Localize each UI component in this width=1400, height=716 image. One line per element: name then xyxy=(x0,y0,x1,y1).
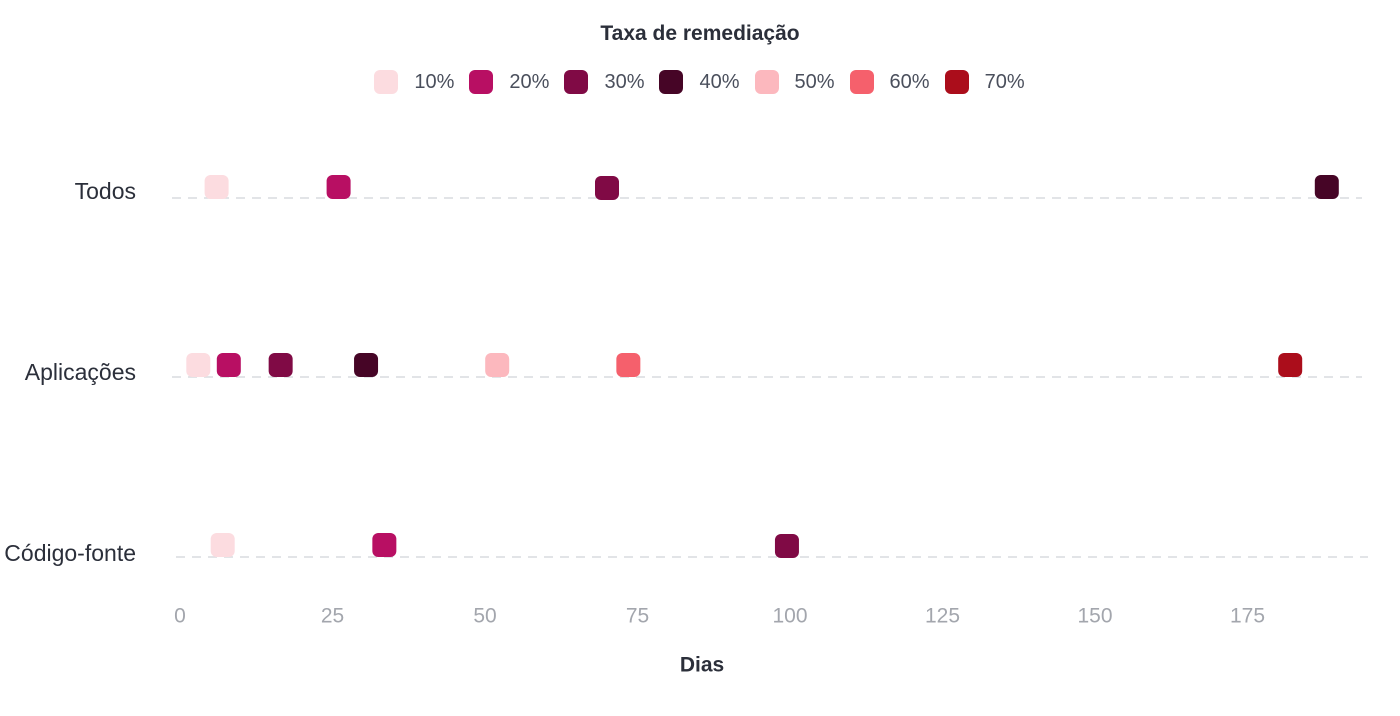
legend-item: 20% xyxy=(469,70,549,94)
x-tick-label: 125 xyxy=(925,605,960,628)
legend-swatch xyxy=(849,70,874,94)
data-point xyxy=(186,353,211,377)
x-tick-label: 25 xyxy=(321,605,344,628)
category-label: Aplicações xyxy=(25,359,136,385)
data-point xyxy=(485,353,510,377)
category-label: Todos xyxy=(75,178,136,204)
x-tick-label: 100 xyxy=(772,605,807,628)
legend-swatch xyxy=(469,70,494,94)
legend-label: 10% xyxy=(414,70,455,93)
legend-swatch xyxy=(374,70,399,94)
data-point xyxy=(268,353,293,377)
legend-label: 40% xyxy=(699,70,740,93)
legend-swatch xyxy=(659,70,684,94)
data-point xyxy=(372,533,397,557)
x-tick-label: 0 xyxy=(174,605,186,628)
legend-item: 50% xyxy=(754,70,835,94)
legend-swatch xyxy=(944,70,969,94)
data-point xyxy=(1278,353,1303,377)
legend-item: 60% xyxy=(849,70,930,94)
data-point xyxy=(1314,175,1339,199)
category-label: Código-fonte xyxy=(4,540,136,566)
data-point xyxy=(595,176,619,200)
x-axis-title: Dias xyxy=(680,654,724,677)
data-point xyxy=(210,533,235,557)
data-point xyxy=(204,175,229,199)
legend-item: 30% xyxy=(564,70,644,94)
data-point xyxy=(354,353,379,377)
data-point xyxy=(326,175,351,199)
x-tick-label: 75 xyxy=(626,605,649,628)
data-point xyxy=(216,353,241,377)
legend-item: 10% xyxy=(374,70,454,94)
legend-label: 70% xyxy=(984,70,1025,93)
legend-label: 60% xyxy=(889,70,930,93)
x-tick-label: 50 xyxy=(473,605,496,628)
legend-swatch xyxy=(564,70,589,94)
x-tick-label: 175 xyxy=(1230,605,1265,628)
legend-item: 70% xyxy=(944,70,1025,94)
legend-label: 50% xyxy=(794,70,835,93)
legend-title: Taxa de remediação xyxy=(600,22,800,45)
legend: 10% 20% 30% 40% 50% 60% 70% xyxy=(0,70,1400,94)
legend-label: 20% xyxy=(509,70,550,93)
data-point xyxy=(774,534,799,558)
legend-label: 30% xyxy=(604,70,645,93)
legend-item: 40% xyxy=(659,70,740,94)
data-point xyxy=(616,353,641,377)
x-tick-label: 150 xyxy=(1077,605,1112,628)
legend-swatch xyxy=(754,70,779,94)
